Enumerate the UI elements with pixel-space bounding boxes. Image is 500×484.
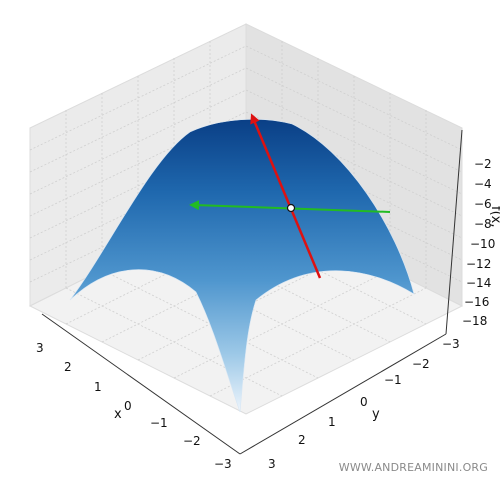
y-tick-2: −2 bbox=[412, 357, 430, 371]
z-tick-9: −18 bbox=[462, 314, 487, 328]
y-axis-label: y bbox=[372, 407, 380, 422]
x-axis-label: x bbox=[114, 407, 122, 422]
paraboloid-surface bbox=[69, 119, 415, 413]
y-tick-7: 3 bbox=[268, 457, 276, 471]
z-tick-6: −12 bbox=[466, 257, 491, 271]
z-axis-ticks: −2 −4 −6 −8 −10 −12 −14 −16 −18 f(x, bbox=[462, 157, 500, 328]
gradient-vector bbox=[250, 113, 322, 279]
x-tick-5: −1 bbox=[150, 416, 168, 430]
axes-lines bbox=[41, 129, 463, 455]
z-tick-1: −2 bbox=[474, 157, 492, 171]
z-axis-label: f(x, bbox=[488, 206, 500, 227]
y-tick-5: 1 bbox=[328, 415, 336, 429]
z-tick-8: −16 bbox=[464, 295, 489, 309]
x-tick-4: 0 bbox=[124, 399, 132, 413]
x-tick-2: 2 bbox=[64, 360, 72, 374]
watermark: WWW.ANDREAMININI.ORG bbox=[338, 461, 488, 474]
x-axis-ticks: 3 2 1 0 −1 −2 −3 x bbox=[36, 341, 232, 471]
y-tick-6: 2 bbox=[298, 433, 306, 447]
y-tick-4: 0 bbox=[360, 395, 368, 409]
z-tick-5: −10 bbox=[470, 237, 495, 251]
y-tick-3: −1 bbox=[384, 373, 402, 387]
x-tick-3: 1 bbox=[94, 380, 102, 394]
x-tick-6: −2 bbox=[183, 434, 201, 448]
point-marker bbox=[286, 203, 296, 213]
z-tick-3: −6 bbox=[474, 197, 492, 211]
z-tick-2: −4 bbox=[474, 177, 492, 191]
z-tick-4: −8 bbox=[474, 217, 492, 231]
x-tick-1: 3 bbox=[36, 341, 44, 355]
x-tick-7: −3 bbox=[214, 457, 232, 471]
z-tick-7: −14 bbox=[466, 276, 491, 290]
y-axis-ticks: −3 −2 −1 0 1 2 3 y bbox=[268, 337, 460, 471]
y-tick-1: −3 bbox=[442, 337, 460, 351]
